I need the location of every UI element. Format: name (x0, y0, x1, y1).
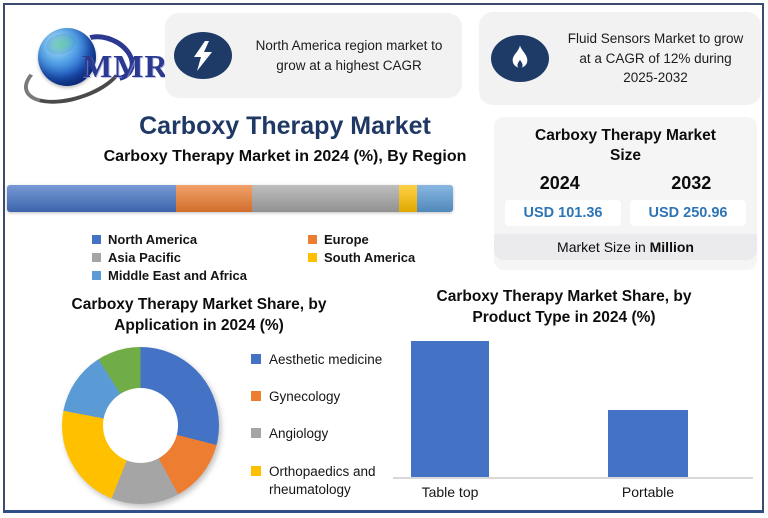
region-segment-3 (399, 185, 418, 212)
logo-text: MMR (82, 48, 169, 84)
market-size-footer: Market Size in Million (494, 234, 757, 261)
legend-label: North America (108, 231, 198, 247)
legend-label: South America (324, 249, 416, 265)
legend-item-asia-pacific: Asia Pacific (92, 248, 247, 266)
legend-marker (92, 234, 101, 244)
legend-label: Gynecology (269, 389, 341, 405)
legend-label: Aesthetic medicine (269, 352, 383, 367)
year-2024-label: 2024 (539, 173, 580, 194)
market-size-values: USD 101.36 USD 250.96 (494, 200, 757, 227)
region-segment-0 (7, 185, 177, 212)
page-title: Carboxy Therapy Market (139, 112, 431, 140)
legend-label: Middle East and Africa (108, 267, 247, 283)
region-segment-2 (252, 185, 400, 212)
legend-item-aesthetic-medicine: Aesthetic medicine (251, 351, 403, 369)
legend-item-angiology: Angiology (251, 425, 403, 443)
x-label-portable: Portable (621, 484, 675, 500)
region-legend-column-1: North America Asia Pacific Middle East a… (92, 230, 247, 284)
legend-label: Europe (324, 231, 369, 247)
legend-item-south-america: South America (308, 248, 415, 266)
year-2032-label: 2032 (671, 173, 712, 194)
legend-label: Asia Pacific (108, 249, 181, 265)
application-chart-title: Carboxy Therapy Market Share, by Applica… (71, 296, 327, 334)
region-segment-4 (417, 185, 453, 212)
market-size-title: Carboxy Therapy Market Size (535, 127, 716, 165)
badge-text: Fluid Sensors Market to grow at a CAGR o… (567, 31, 744, 86)
highlight-badge-north-america: North America region market to grow at a… (165, 13, 462, 98)
legend-marker (308, 252, 317, 262)
badge-text: North America region market to grow at a… (255, 37, 443, 73)
legend-marker (251, 428, 261, 439)
legend-item-middle-east-africa: Middle East and Africa (92, 266, 247, 284)
bar-portable (608, 410, 688, 477)
legend-marker (251, 354, 261, 364)
legend-marker (92, 270, 101, 280)
application-legend: Aesthetic medicine Gynecology Angiology … (251, 351, 403, 518)
market-size-years: 2024 2032 (494, 173, 757, 194)
legend-marker (308, 234, 317, 244)
highlight-badge-cagr: Fluid Sensors Market to grow at a CAGR o… (479, 12, 761, 105)
footer-unit: Million (649, 239, 694, 256)
value-2024: USD 101.36 (505, 200, 621, 227)
lightning-icon (174, 32, 232, 79)
legend-item-gynecology: Gynecology (251, 388, 403, 406)
region-stacked-bar (7, 185, 453, 212)
region-segment-1 (176, 185, 253, 212)
value-2032: USD 250.96 (630, 200, 746, 227)
footer-prefix: Market Size in (557, 239, 650, 256)
globe-icon (38, 28, 96, 86)
donut-hole (103, 388, 178, 463)
legend-item-north-america: North America (92, 230, 247, 248)
legend-item-orthopaedics: Orthopaedics and rheumatology (251, 463, 403, 499)
legend-item-europe: Europe (308, 230, 415, 248)
product-chart-title: Carboxy Therapy Market Share, by Product… (436, 288, 692, 326)
region-legend-column-2: Europe South America (308, 230, 415, 266)
legend-marker (251, 391, 261, 402)
region-chart-title: Carboxy Therapy Market in 2024 (%), By R… (103, 148, 467, 165)
application-donut-chart (62, 347, 219, 504)
product-bar-plot (393, 335, 753, 479)
legend-label: Orthopaedics and rheumatology (269, 463, 376, 497)
bar-table-top (411, 341, 489, 477)
x-label-table-top: Table top (421, 484, 479, 500)
mmr-logo: MMR (16, 24, 176, 115)
legend-marker (92, 252, 101, 262)
legend-label: Angiology (269, 426, 329, 442)
market-size-panel: Carboxy Therapy Market Size 2024 2032 US… (494, 117, 757, 270)
legend-marker (251, 465, 261, 476)
flame-icon (490, 35, 549, 82)
